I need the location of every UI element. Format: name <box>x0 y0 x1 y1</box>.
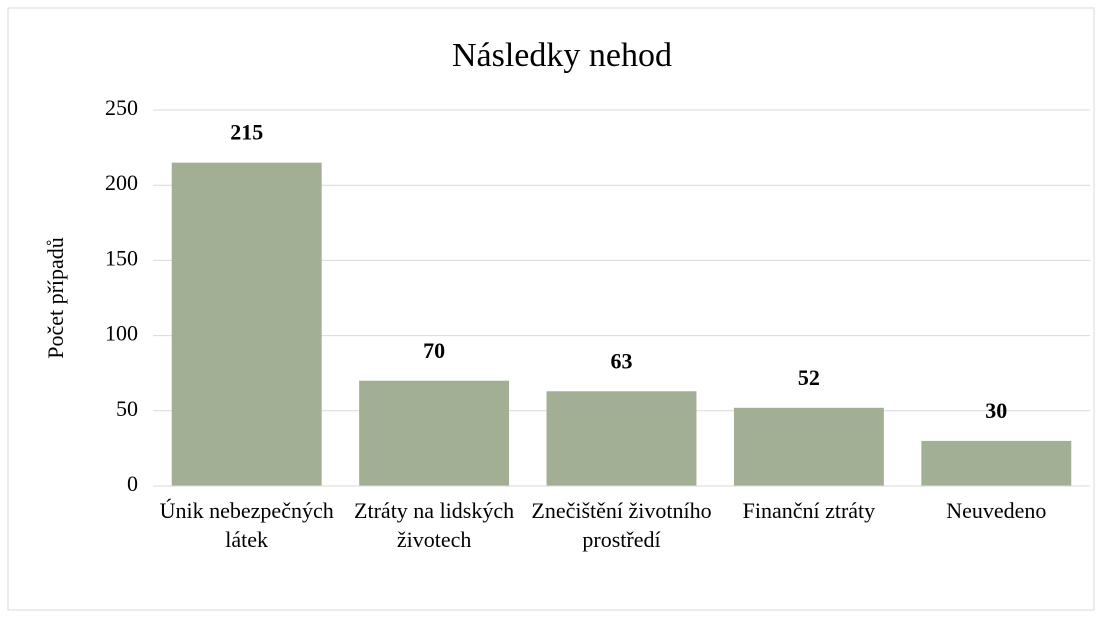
chart-title: Následky nehod <box>452 37 672 74</box>
x-tick-label: Neuvedeno <box>946 498 1047 523</box>
value-label: 63 <box>611 348 633 373</box>
value-label: 70 <box>423 338 445 363</box>
y-tick-label: 50 <box>116 396 138 421</box>
x-tick-label: Finanční ztráty <box>742 498 876 523</box>
bar <box>921 440 1072 486</box>
y-tick-label: 0 <box>127 471 138 496</box>
y-tick-label: 200 <box>105 170 138 195</box>
bar <box>546 391 697 486</box>
y-axis-label: Počet případů <box>43 237 68 359</box>
bar <box>171 162 322 486</box>
bar <box>359 380 510 486</box>
value-label: 215 <box>230 120 263 145</box>
y-tick-label: 250 <box>105 95 138 120</box>
x-tick-label: Ztráty na lidských životech <box>354 498 515 552</box>
x-tick-label: Únik nebezpečných látek <box>159 498 334 552</box>
bar <box>733 407 884 486</box>
value-label: 52 <box>798 365 820 390</box>
value-label: 30 <box>985 398 1007 423</box>
x-tick-label: Znečištění životního prostředí <box>531 498 712 552</box>
y-tick-label: 100 <box>105 321 138 346</box>
y-tick-label: 150 <box>105 245 138 270</box>
